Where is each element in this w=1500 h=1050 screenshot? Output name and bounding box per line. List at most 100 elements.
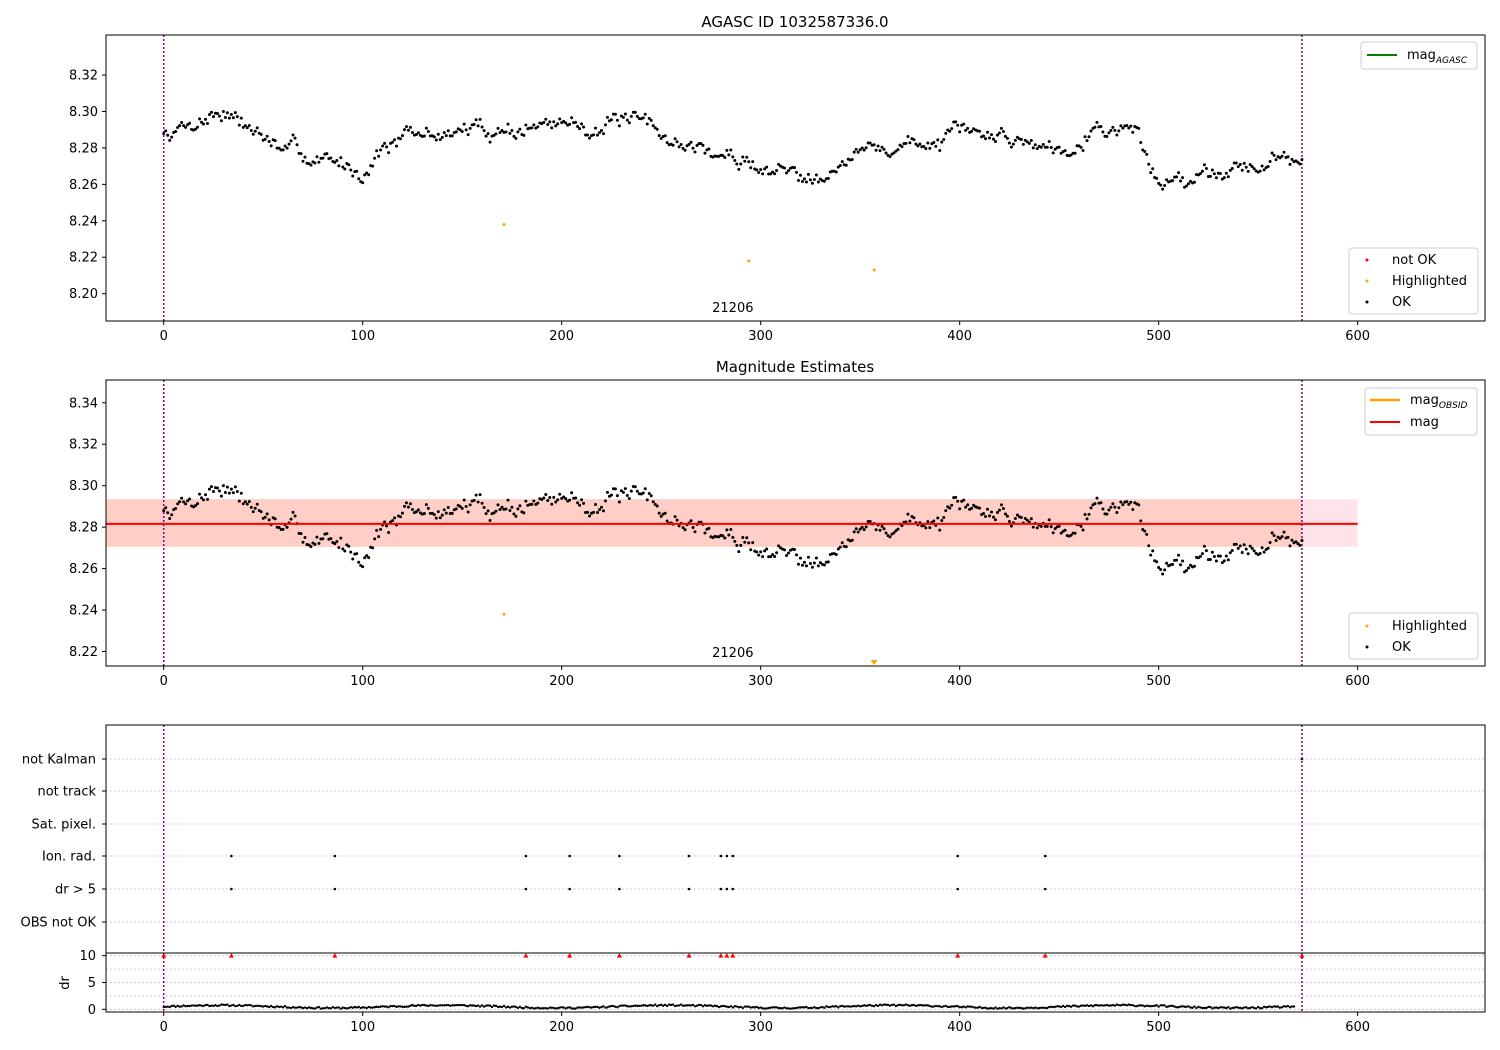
ok-point bbox=[599, 505, 603, 509]
ok-point bbox=[771, 170, 775, 174]
ok-point bbox=[1246, 169, 1250, 173]
dr-point bbox=[1048, 1005, 1051, 1009]
ok-point bbox=[1073, 151, 1077, 155]
dr-point bbox=[252, 1005, 255, 1008]
x-tick-label: 600 bbox=[1345, 1020, 1370, 1035]
ok-point bbox=[1157, 181, 1161, 185]
dr-point bbox=[323, 1006, 327, 1010]
ok-point bbox=[170, 135, 174, 139]
ok-point bbox=[1200, 169, 1204, 173]
ok-point bbox=[333, 542, 337, 546]
ok-point bbox=[321, 156, 325, 160]
ok-point bbox=[1059, 531, 1063, 535]
x-tick-label: 600 bbox=[1345, 329, 1370, 344]
dr-point bbox=[675, 1004, 679, 1007]
dr-point bbox=[383, 1005, 386, 1008]
dr-point bbox=[1219, 1006, 1222, 1009]
dr-point bbox=[620, 1004, 623, 1007]
dr-point bbox=[178, 1005, 181, 1008]
ok-point bbox=[1224, 171, 1228, 175]
ok-point bbox=[458, 128, 462, 132]
ok-point bbox=[1202, 163, 1206, 167]
ok-point bbox=[683, 528, 687, 532]
ok-point bbox=[1117, 129, 1121, 133]
ok-point bbox=[516, 130, 520, 134]
ok-point bbox=[235, 489, 239, 493]
ok-point bbox=[466, 133, 470, 137]
dr-point bbox=[1181, 1005, 1184, 1008]
ok-point bbox=[313, 542, 317, 546]
dr-point bbox=[502, 1004, 506, 1008]
ok-point bbox=[655, 127, 659, 131]
dr-point bbox=[230, 1004, 233, 1007]
dr-point bbox=[735, 1005, 738, 1008]
dr-point bbox=[460, 1003, 464, 1007]
ok-point bbox=[733, 158, 737, 162]
dr-point bbox=[610, 1004, 613, 1008]
ok-point bbox=[347, 544, 351, 548]
ok-point bbox=[802, 177, 806, 181]
dr-point bbox=[488, 1004, 492, 1007]
ok-point bbox=[1236, 165, 1240, 169]
agasc-magnitude-panel: AGASC ID 1032587336.0 0 100 200 300 400 500 60… bbox=[69, 13, 1486, 344]
dr-point bbox=[1278, 1006, 1282, 1009]
ok-point bbox=[522, 133, 526, 137]
ok-point bbox=[1131, 130, 1135, 134]
ok-point bbox=[393, 516, 397, 520]
ok-point bbox=[773, 172, 777, 176]
ok-point bbox=[215, 486, 219, 490]
ok-point bbox=[219, 119, 223, 123]
dr-point bbox=[1203, 1006, 1206, 1010]
dr-point bbox=[767, 1006, 770, 1010]
ok-point bbox=[1029, 139, 1033, 143]
dr-point bbox=[606, 1006, 609, 1009]
legend-label: OK bbox=[1392, 640, 1411, 655]
ok-point bbox=[1268, 159, 1272, 163]
ok-point bbox=[1294, 159, 1298, 163]
ok-point bbox=[651, 124, 655, 128]
dr-point bbox=[930, 1005, 934, 1008]
dr-tick-label: 10 bbox=[79, 949, 96, 964]
ok-point bbox=[1228, 551, 1232, 555]
ok-point bbox=[659, 514, 663, 518]
ok-point bbox=[1049, 145, 1053, 149]
ok-point bbox=[928, 146, 932, 150]
dr-point bbox=[974, 1006, 977, 1009]
dr-point bbox=[1105, 1003, 1109, 1007]
ok-point bbox=[586, 510, 590, 514]
ok-point bbox=[474, 118, 478, 122]
ok-point bbox=[1258, 552, 1262, 556]
dr-point bbox=[1051, 1005, 1055, 1009]
ok-point bbox=[1051, 531, 1055, 535]
ok-point bbox=[856, 150, 860, 154]
dr-point bbox=[307, 1006, 311, 1009]
ok-point bbox=[1220, 561, 1224, 565]
dr-point bbox=[1055, 1005, 1059, 1008]
ok-point bbox=[743, 159, 747, 163]
ok-point bbox=[1185, 184, 1189, 188]
ok-point bbox=[365, 554, 369, 558]
ok-point bbox=[675, 518, 679, 522]
dr-point bbox=[876, 1004, 880, 1008]
dr-point bbox=[1268, 1005, 1272, 1008]
dr-point bbox=[325, 1006, 329, 1009]
dr-point bbox=[556, 1007, 559, 1010]
dr-point bbox=[1042, 1006, 1045, 1009]
ok-point bbox=[399, 137, 403, 141]
ok-point bbox=[363, 556, 367, 560]
ok-point bbox=[432, 135, 436, 139]
dr-point bbox=[908, 1004, 912, 1007]
dr-point bbox=[858, 1005, 862, 1008]
ok-point bbox=[1278, 537, 1282, 541]
ok-point bbox=[1246, 552, 1250, 556]
ok-point bbox=[349, 550, 353, 554]
ok-point bbox=[202, 498, 206, 502]
ok-point bbox=[761, 172, 765, 176]
ok-point bbox=[410, 508, 414, 512]
ok-point bbox=[1113, 505, 1117, 509]
ok-point bbox=[416, 508, 420, 512]
dr-point bbox=[536, 1006, 540, 1009]
ok-point bbox=[474, 493, 478, 497]
ok-point bbox=[609, 493, 613, 497]
dr-point bbox=[468, 1004, 472, 1007]
